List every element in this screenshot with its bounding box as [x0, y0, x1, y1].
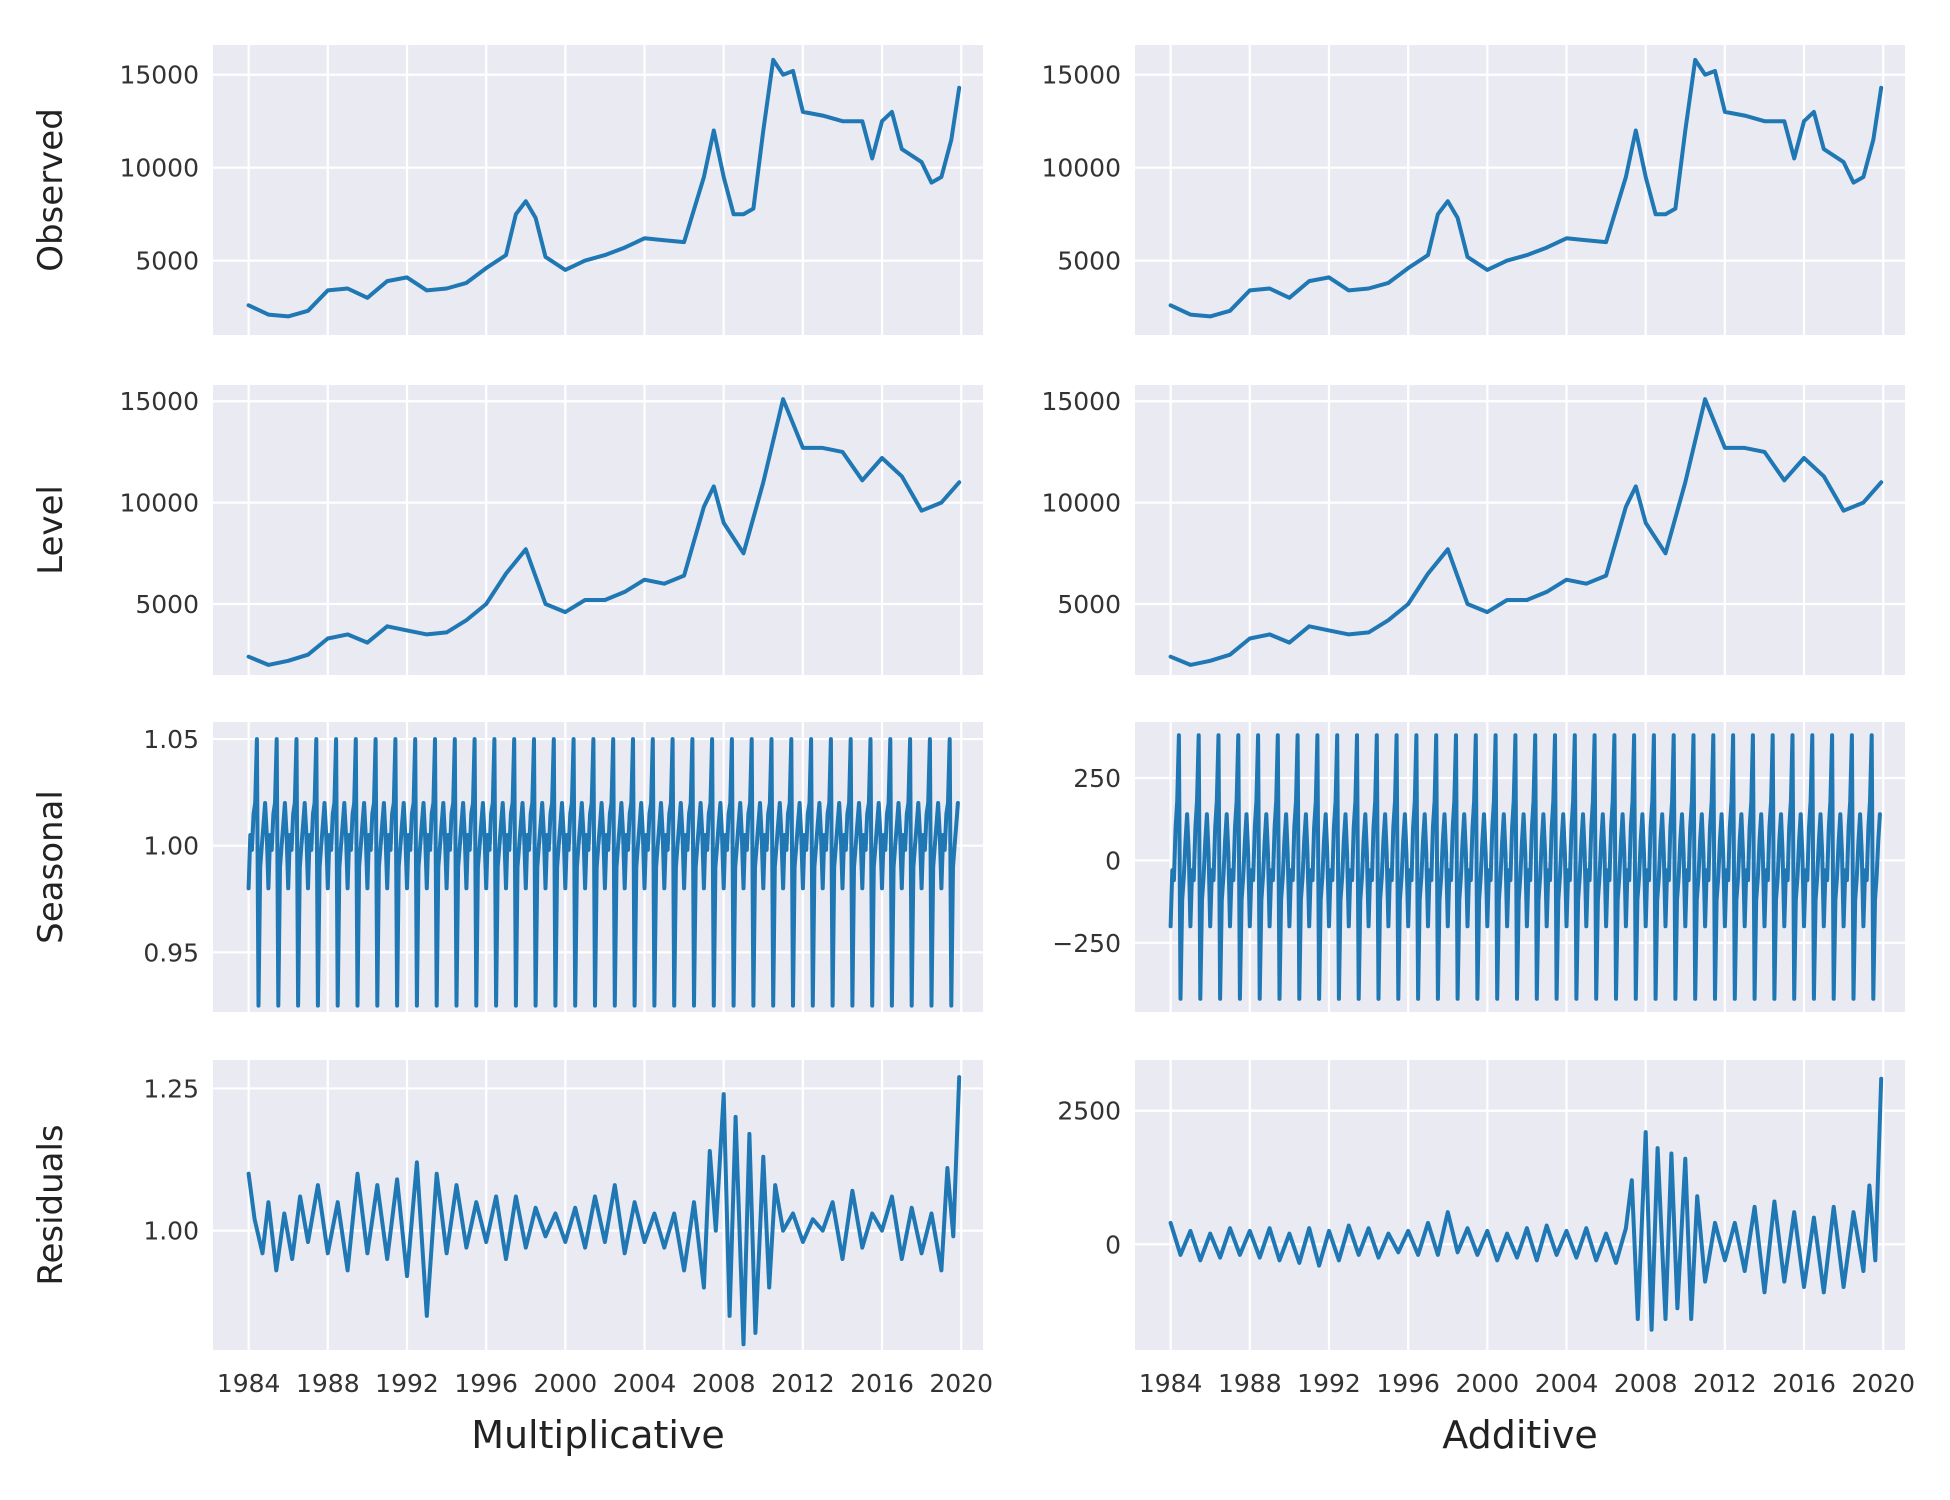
additive-observed-ytick-label: 10000	[1041, 154, 1121, 183]
multiplicative-residuals-xtick-label: 2000	[534, 1369, 598, 1398]
multiplicative-residuals-xlabel: Multiplicative	[471, 1413, 725, 1457]
additive-level-panel	[1135, 385, 1905, 675]
additive-seasonal-ytick-label: −250	[1052, 929, 1121, 958]
multiplicative-residuals-xtick-label: 1988	[296, 1369, 360, 1398]
multiplicative-residuals-ylabel: Residuals	[31, 1124, 71, 1285]
additive-residuals-series-line	[1168, 1076, 1884, 1332]
multiplicative-level-ytick-label: 5000	[135, 590, 199, 619]
additive-level-ytick-label: 15000	[1041, 387, 1121, 416]
additive-level-series-line	[1168, 397, 1884, 667]
additive-residuals-xtick-label: 2008	[1614, 1369, 1678, 1398]
multiplicative-observed-ytick-label: 15000	[119, 61, 199, 90]
additive-observed-series-line	[1168, 57, 1884, 319]
additive-observed-ytick-label: 5000	[1057, 247, 1121, 276]
multiplicative-observed-panel	[213, 45, 983, 335]
additive-residuals-ytick-label: 0	[1105, 1230, 1121, 1259]
multiplicative-level-series-line	[246, 397, 962, 667]
multiplicative-seasonal-ytick-label: 1.05	[143, 725, 199, 754]
multiplicative-observed-ytick-label: 10000	[119, 154, 199, 183]
multiplicative-residuals-ytick-label: 1.25	[143, 1074, 199, 1103]
multiplicative-level-panel	[213, 385, 983, 675]
multiplicative-residuals-xtick-label: 1996	[454, 1369, 518, 1398]
additive-residuals-xtick-label: 2020	[1851, 1369, 1915, 1398]
multiplicative-residuals-xtick-label: 1984	[217, 1369, 281, 1398]
multiplicative-level-ylabel: Level	[31, 485, 71, 575]
additive-residuals-xtick-label: 1988	[1218, 1369, 1282, 1398]
additive-seasonal-series-line	[1168, 733, 1882, 1001]
additive-residuals-xtick-label: 2004	[1535, 1369, 1599, 1398]
additive-observed-panel	[1135, 45, 1905, 335]
multiplicative-residuals-ytick-label: 1.00	[143, 1217, 199, 1246]
additive-residuals-xtick-label: 1992	[1297, 1369, 1361, 1398]
additive-seasonal-ytick-label: 250	[1073, 764, 1121, 793]
additive-residuals-xtick-label: 2000	[1456, 1369, 1520, 1398]
additive-seasonal-ytick-label: 0	[1105, 846, 1121, 875]
multiplicative-observed-ytick-label: 5000	[135, 247, 199, 276]
multiplicative-residuals-series-line	[246, 1075, 962, 1347]
additive-observed-ytick-label: 15000	[1041, 61, 1121, 90]
multiplicative-seasonal-series-line	[246, 737, 960, 1008]
additive-residuals-xtick-label: 2016	[1772, 1369, 1836, 1398]
additive-residuals-xtick-label: 1984	[1139, 1369, 1203, 1398]
multiplicative-residuals-xtick-label: 2016	[850, 1369, 914, 1398]
additive-residuals-xtick-label: 1996	[1376, 1369, 1440, 1398]
multiplicative-residuals-xtick-label: 2004	[613, 1369, 677, 1398]
multiplicative-seasonal-ytick-label: 1.00	[143, 832, 199, 861]
multiplicative-observed-ylabel: Observed	[31, 108, 71, 272]
multiplicative-seasonal-ytick-label: 0.95	[143, 938, 199, 967]
multiplicative-residuals-xtick-label: 1992	[375, 1369, 439, 1398]
multiplicative-level-ytick-label: 10000	[119, 489, 199, 518]
multiplicative-seasonal-ylabel: Seasonal	[31, 790, 71, 944]
multiplicative-residuals-xtick-label: 2012	[771, 1369, 835, 1398]
multiplicative-residuals-xtick-label: 2020	[929, 1369, 993, 1398]
additive-residuals-xlabel: Additive	[1442, 1413, 1597, 1457]
additive-residuals-ytick-label: 2500	[1057, 1097, 1121, 1126]
multiplicative-level-ytick-label: 15000	[119, 387, 199, 416]
multiplicative-residuals-xtick-label: 2008	[692, 1369, 756, 1398]
additive-level-ytick-label: 5000	[1057, 590, 1121, 619]
additive-residuals-xtick-label: 2012	[1693, 1369, 1757, 1398]
multiplicative-observed-series-line	[246, 57, 962, 319]
additive-level-ytick-label: 10000	[1041, 489, 1121, 518]
